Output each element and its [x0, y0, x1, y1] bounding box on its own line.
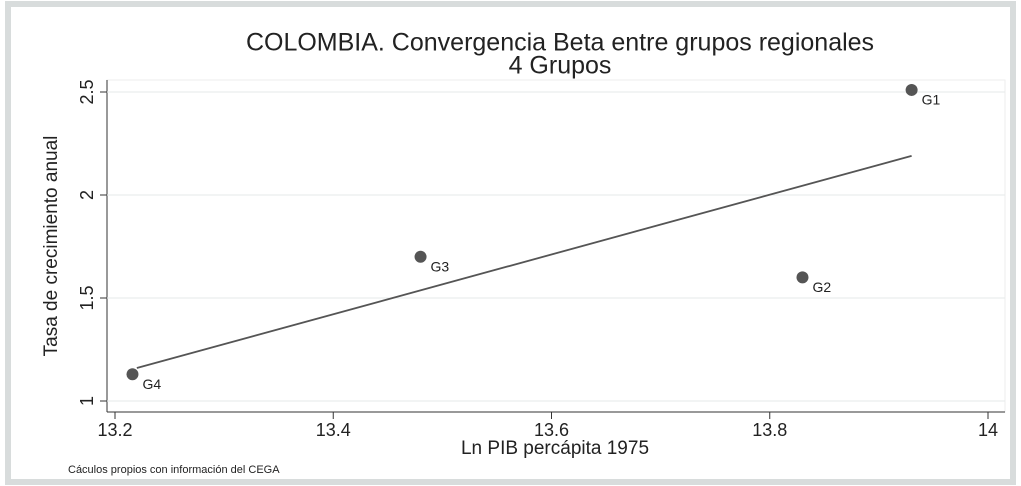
y-axis-label: Tasa de crecimiento anual	[41, 136, 62, 357]
y-tick-label: 2	[77, 190, 97, 200]
y-tick-label: 1	[77, 396, 97, 406]
y-tick-label: 2.5	[77, 79, 97, 104]
point	[905, 83, 918, 96]
plot-region	[106, 79, 1006, 413]
point-label: G1	[922, 92, 941, 108]
point	[414, 250, 427, 263]
x-tick-label: 13.6	[534, 420, 569, 440]
x-axis-label: Ln PIB percápita 1975	[461, 438, 649, 459]
point	[796, 271, 809, 284]
x-tick-label: 13.2	[97, 420, 132, 440]
point	[126, 368, 139, 381]
note: Cáculos propios con información del CEGA	[68, 464, 280, 476]
point-label: G2	[812, 279, 831, 295]
point-label: G4	[142, 376, 161, 392]
x-tick-label: 13.4	[316, 420, 351, 440]
x-tick-label: 14	[978, 420, 998, 440]
point-label: G3	[431, 259, 450, 275]
chart-title: COLOMBIA. Convergencia Beta entre grupos…	[246, 29, 874, 57]
x-tick-label: 13.8	[752, 420, 787, 440]
chart-subtitle: 4 Grupos	[509, 52, 612, 80]
y-tick-label: 1.5	[77, 285, 97, 310]
fit-line	[136, 154, 912, 369]
